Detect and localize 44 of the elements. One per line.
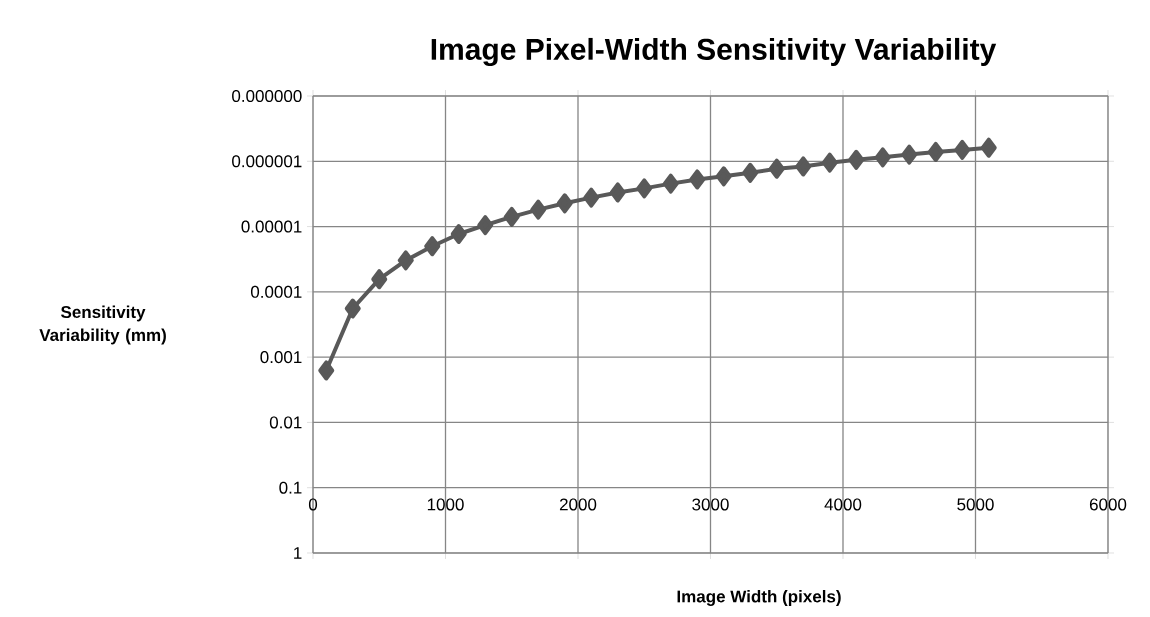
point <box>795 156 812 177</box>
chart-title: Image Pixel-Width Sensitivity Variability <box>431 37 997 67</box>
point <box>477 215 494 236</box>
point <box>636 178 653 199</box>
point <box>609 182 626 203</box>
point <box>424 236 441 257</box>
y-tick-label: 0.1 <box>279 481 302 494</box>
y-tick-label: 0.001 <box>260 351 302 364</box>
point <box>980 137 997 158</box>
point <box>768 158 785 179</box>
y-axis-title: Sensitivity Variability (mm) <box>39 305 166 345</box>
point <box>821 152 838 173</box>
x-tick-label: 3000 <box>692 498 729 511</box>
point <box>318 360 335 381</box>
y-tick-label: 0.000000 <box>232 89 302 103</box>
point <box>954 139 971 160</box>
point <box>927 141 944 162</box>
point <box>397 250 414 271</box>
x-tick-label: 0 <box>308 498 318 511</box>
x-tick-label: 5000 <box>957 498 994 511</box>
point <box>371 269 388 290</box>
y-tick-label: 0.01 <box>269 416 302 429</box>
point <box>662 173 679 194</box>
y-tick-label: 0.00001 <box>241 220 302 233</box>
y-tick-label: 0.0001 <box>250 285 302 298</box>
x-tick-label: 1000 <box>427 498 464 511</box>
x-tick-label: 4000 <box>824 498 862 511</box>
y-tick-label: 0.000001 <box>232 155 302 168</box>
point <box>503 206 520 227</box>
point <box>344 298 361 319</box>
point <box>689 169 706 190</box>
y-tick-label: 1 <box>294 547 302 559</box>
point <box>450 224 467 244</box>
point <box>874 147 891 168</box>
point <box>715 166 732 187</box>
point <box>530 199 547 220</box>
point <box>583 187 600 208</box>
point <box>901 144 918 165</box>
x-axis-title: Image Width (pixels) <box>677 590 841 606</box>
x-tick-label: 6000 <box>1089 498 1127 511</box>
point <box>556 193 573 214</box>
x-tick-label: 2000 <box>559 498 597 511</box>
point <box>848 149 865 170</box>
point <box>742 162 759 183</box>
